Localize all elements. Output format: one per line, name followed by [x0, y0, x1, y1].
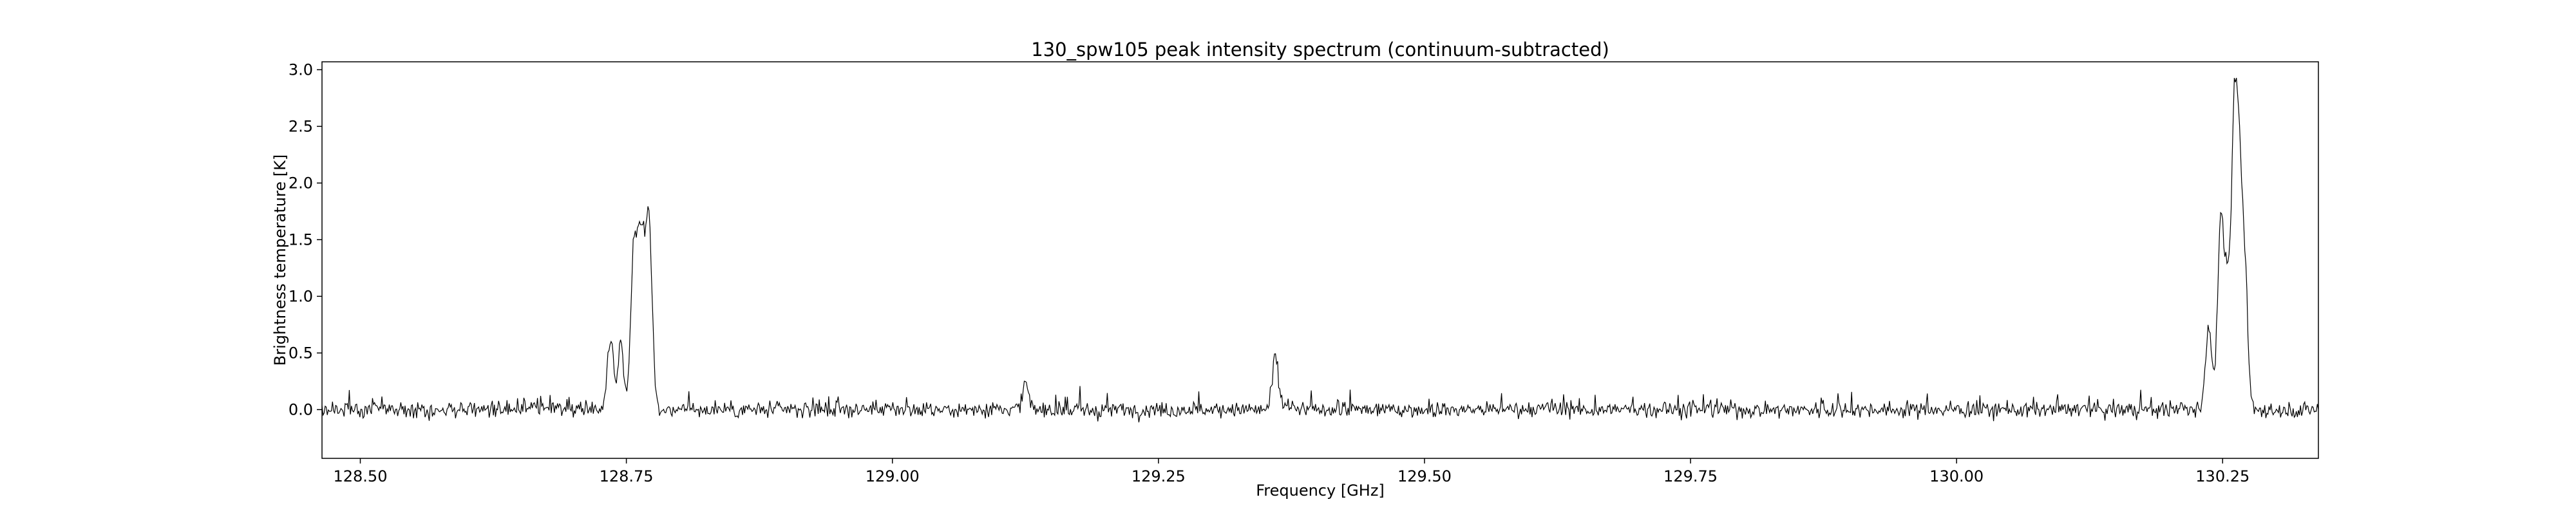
chart-title: 130_spw105 peak intensity spectrum (cont… [1031, 39, 1609, 61]
x-tick-label: 130.00 [1929, 467, 1984, 485]
x-tick-label: 128.50 [333, 467, 387, 485]
x-tick-label: 128.75 [600, 467, 654, 485]
y-axis-label: Brightness temperature [K] [271, 154, 289, 366]
y-axis: 0.0 0.5 1.0 1.5 2.0 2.5 3.0 [289, 61, 322, 418]
y-tick-label: 2.0 [289, 174, 313, 192]
x-axis: 128.50 128.75 129.00 129.25 129.50 129.75 130.… [333, 458, 2249, 485]
x-tick-label: 130.25 [2195, 467, 2249, 485]
x-axis-label: Frequency [GHz] [1256, 482, 1385, 500]
y-tick-label: 3.0 [289, 61, 313, 79]
y-tick-label: 2.5 [289, 117, 313, 135]
y-tick-label: 0.0 [289, 400, 313, 418]
y-tick-label: 1.5 [289, 230, 313, 248]
y-tick-label: 1.0 [289, 287, 313, 305]
x-tick-label: 129.75 [1663, 467, 1718, 485]
spectrum-line [321, 77, 2319, 423]
x-tick-label: 129.00 [866, 467, 920, 485]
plot-area [322, 62, 2318, 458]
x-tick-label: 129.50 [1397, 467, 1452, 485]
series-layer [321, 77, 2319, 423]
y-tick-label: 0.5 [289, 344, 313, 362]
plot-frame [321, 61, 2319, 459]
x-tick-label: 129.25 [1132, 467, 1186, 485]
